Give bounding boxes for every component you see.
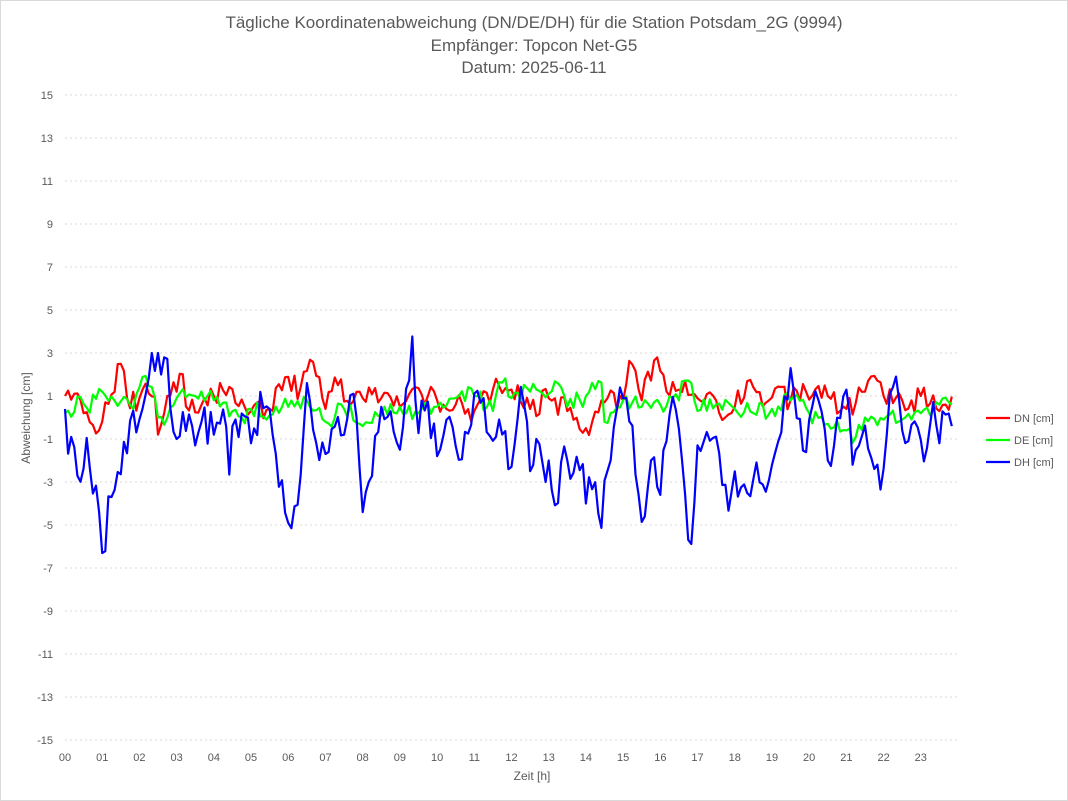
y-tick-label: 15 (41, 90, 53, 102)
x-tick-label: 23 (915, 752, 927, 764)
y-tick-label: 9 (47, 219, 53, 231)
y-tick-label: 7 (47, 262, 53, 274)
y-axis-title: Abweichung [cm] (19, 372, 33, 463)
y-tick-label: -3 (43, 477, 53, 489)
x-tick-label: 01 (96, 752, 108, 764)
x-tick-label: 09 (394, 752, 406, 764)
y-tick-label: -13 (37, 692, 53, 704)
x-tick-label: 06 (282, 752, 294, 764)
x-tick-label: 19 (766, 752, 778, 764)
x-tick-label: 18 (729, 752, 741, 764)
y-tick-label: 3 (47, 348, 53, 360)
series-line-de (64, 374, 953, 444)
x-tick-label: 02 (133, 752, 145, 764)
legend: DN [cm] DE [cm] DH [cm] (986, 413, 1054, 469)
chart-subtitle-date: Datum: 2025-06-11 (461, 58, 606, 77)
y-tick-label: 11 (42, 176, 53, 188)
x-tick-label: 13 (543, 752, 555, 764)
x-tick-label: 11 (469, 752, 480, 764)
y-tick-label: 5 (47, 305, 53, 317)
legend-label: DE [cm] (1014, 435, 1053, 447)
x-tick-label: 21 (840, 752, 852, 764)
series-line-dh (63, 335, 953, 555)
series-lines (63, 335, 953, 555)
y-tick-label: -1 (43, 434, 53, 446)
x-tick-label: 03 (171, 752, 183, 764)
x-axis-title: Zeit [h] (514, 769, 551, 783)
legend-label: DN [cm] (1014, 413, 1054, 425)
x-tick-label: 10 (431, 752, 443, 764)
y-tick-label: -5 (43, 520, 53, 532)
y-tick-label: -7 (43, 563, 53, 575)
x-tick-label: 17 (691, 752, 703, 764)
grid-lines (65, 94, 958, 741)
legend-label: DH [cm] (1014, 457, 1054, 469)
x-tick-label: 08 (357, 752, 369, 764)
x-tick-label: 12 (505, 752, 517, 764)
x-tick-label: 00 (59, 752, 71, 764)
x-tick-label: 04 (208, 752, 220, 764)
x-tick-label: 15 (617, 752, 629, 764)
y-tick-label: -15 (37, 735, 53, 747)
y-axis-ticks: 15 13 11 9 7 5 3 1 -1 -3 -5 -7 -9 -11 -13 -15 (37, 90, 53, 747)
x-tick-label: 05 (245, 752, 257, 764)
x-tick-label: 22 (877, 752, 889, 764)
x-axis-ticks: 00 01 02 03 04 05 06 07 08 09 10 11 12 13 14 15 16 17 18 19… (59, 752, 927, 764)
chart-subtitle-receiver: Empfänger: Topcon Net-G5 (431, 36, 638, 55)
y-tick-label: -11 (38, 649, 53, 661)
x-tick-label: 07 (319, 752, 331, 764)
y-tick-label: 13 (41, 133, 53, 145)
y-tick-label: -9 (43, 606, 53, 618)
x-tick-label: 20 (803, 752, 815, 764)
chart-title: Tägliche Koordinatenabweichung (DN/DE/DH… (225, 13, 842, 32)
x-tick-label: 16 (654, 752, 666, 764)
x-tick-label: 14 (580, 752, 592, 764)
y-tick-label: 1 (47, 391, 53, 403)
